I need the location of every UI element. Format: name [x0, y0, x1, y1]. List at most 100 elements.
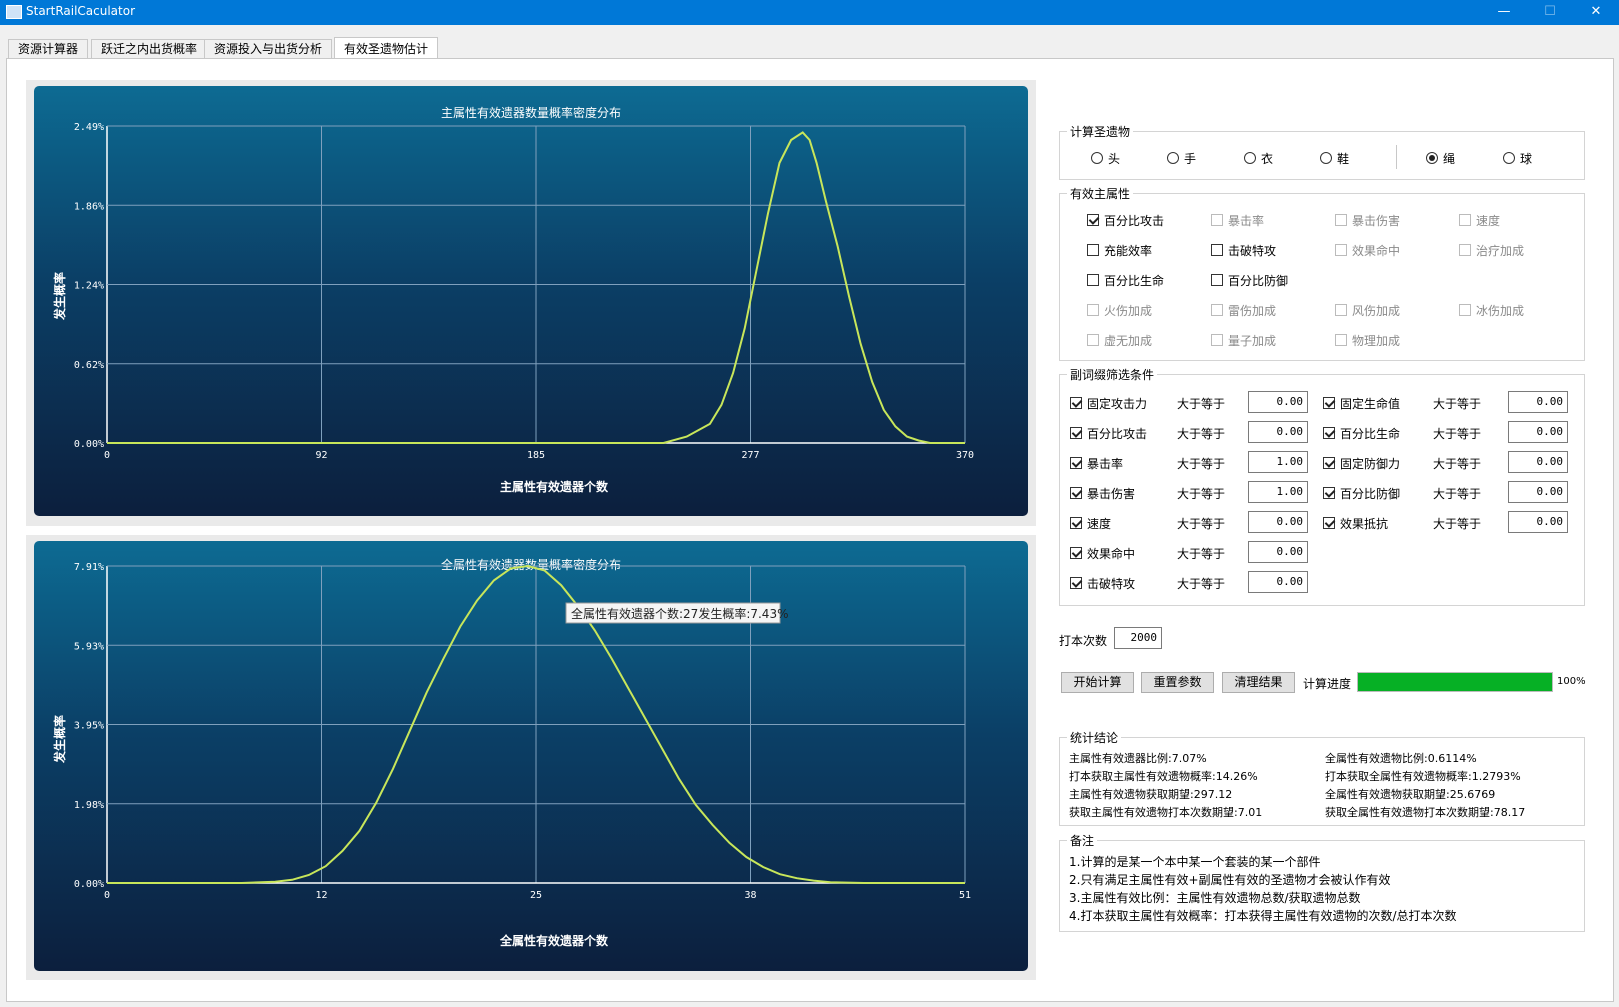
reset-button[interactable]: 重置参数 [1141, 672, 1214, 693]
sub-filter-label: 暴击伤害 [1087, 487, 1136, 501]
chart_top-x-tick: 370 [956, 450, 974, 461]
chart_bottom-x-tick: 12 [315, 890, 327, 901]
main-attr-checkbox[interactable] [1087, 274, 1099, 286]
clear-button[interactable]: 清理结果 [1222, 672, 1295, 693]
chart_top-y-tick: 0.00% [74, 439, 104, 450]
sub-filter-label: 暴击率 [1087, 457, 1124, 471]
relic-radio-label: 绳 [1443, 152, 1456, 166]
tab-relic-estimate[interactable]: 有效圣遗物估计 [334, 37, 439, 60]
relic-group-label: 计算圣遗物 [1067, 123, 1134, 140]
sub-filter-checkbox[interactable] [1323, 397, 1335, 409]
sub-filter-label: 击破特攻 [1087, 577, 1136, 591]
main-attr-label: 效果命中 [1352, 244, 1401, 258]
main-attr-checkbox [1211, 334, 1223, 346]
relic-radio-label: 手 [1184, 152, 1197, 166]
notes-group [1059, 840, 1585, 932]
chart_top-y-tick: 0.62% [74, 360, 104, 371]
main-attr-checkbox [1335, 304, 1347, 316]
sub-filter-checkbox[interactable] [1070, 397, 1082, 409]
start-button[interactable]: 开始计算 [1061, 672, 1134, 693]
stat-all-line: 全属性有效遗物比例:0.6114% [1325, 752, 1477, 765]
main-attr-checkbox[interactable] [1087, 244, 1099, 256]
relic-radio-0[interactable] [1091, 152, 1103, 164]
sub-filter-value-input[interactable]: 1.00 [1248, 451, 1308, 473]
main-attr-checkbox [1211, 214, 1223, 226]
note-line: 2.只有满足主属性有效+副属性有效的圣遗物才会被认作有效 [1069, 873, 1391, 887]
sub-filter-checkbox[interactable] [1323, 517, 1335, 529]
chart-top-title: 主属性有效遗器数量概率密度分布 [441, 105, 621, 120]
sub-filter-value-input[interactable]: 0.00 [1248, 541, 1308, 563]
relic-radio-5[interactable] [1503, 152, 1515, 164]
stat-main-line: 主属性有效遗物获取期望:297.12 [1069, 788, 1233, 801]
main-attr-label: 充能效率 [1104, 244, 1153, 258]
sub-filter-checkbox[interactable] [1070, 457, 1082, 469]
chart-bottom-ylabel: 发生概率 [52, 715, 67, 764]
main-attr-checkbox[interactable] [1211, 274, 1223, 286]
relic-radio-2[interactable] [1244, 152, 1256, 164]
stats-group-label: 统计结论 [1067, 729, 1122, 746]
chart_top-y-tick: 2.49% [74, 122, 104, 133]
main-attr-label: 雷伤加成 [1228, 304, 1277, 318]
sub-filter-value-input[interactable]: 0.00 [1248, 511, 1308, 533]
sub-filter-checkbox[interactable] [1323, 487, 1335, 499]
relic-radio-label: 球 [1520, 152, 1533, 166]
main-attr-label: 治疗加成 [1476, 244, 1525, 258]
sub-filter-checkbox[interactable] [1323, 427, 1335, 439]
runs-input[interactable]: 2000 [1114, 627, 1162, 649]
main-attr-checkbox [1335, 244, 1347, 256]
sub-filter-value-input[interactable]: 0.00 [1248, 391, 1308, 413]
sub-filter-op: 大于等于 [1177, 397, 1226, 411]
relic-radio-4[interactable] [1426, 152, 1438, 164]
main-attr-checkbox[interactable] [1087, 214, 1099, 226]
sub-filter-value-input[interactable]: 0.00 [1508, 421, 1568, 443]
sub-filter-op: 大于等于 [1177, 517, 1226, 531]
tab-resource-calculator[interactable]: 资源计算器 [8, 39, 89, 59]
runs-label: 打本次数 [1059, 634, 1108, 648]
sub-filter-value-input[interactable]: 0.00 [1248, 421, 1308, 443]
sub-filter-value-input[interactable]: 0.00 [1508, 391, 1568, 413]
sub-filter-checkbox[interactable] [1070, 487, 1082, 499]
main-attr-checkbox[interactable] [1211, 244, 1223, 256]
main-attr-label: 百分比生命 [1104, 274, 1165, 288]
chart-bottom-panel [34, 541, 1028, 971]
chart_top-x-tick: 0 [104, 450, 110, 461]
chart_bottom-y-tick: 0.00% [74, 879, 104, 890]
stat-main-line: 获取主属性有效遗物打本次数期望:7.01 [1069, 806, 1263, 819]
chart-bottom-series-line [107, 564, 965, 884]
sub-filter-value-input[interactable]: 1.00 [1248, 481, 1308, 503]
chart-top-series-line [107, 131, 965, 444]
main-attr-label: 量子加成 [1228, 334, 1277, 348]
sub-filter-op: 大于等于 [1177, 427, 1226, 441]
sub-filter-value-input[interactable]: 0.00 [1508, 451, 1568, 473]
tab-warp-probability[interactable]: 跃迁之内出货概率 [91, 39, 208, 59]
relic-radio-3[interactable] [1320, 152, 1332, 164]
sub-filter-checkbox[interactable] [1323, 457, 1335, 469]
main-attr-label: 暴击伤害 [1352, 214, 1401, 228]
main-attr-checkbox [1087, 334, 1099, 346]
close-button[interactable]: ✕ [1590, 4, 1602, 19]
note-line: 3.主属性有效比例：主属性有效遗物总数/获取遗物总数 [1069, 891, 1361, 905]
main-attr-label: 百分比攻击 [1104, 214, 1165, 228]
sub-filter-value-input[interactable]: 0.00 [1248, 571, 1308, 593]
chart_bottom-x-tick: 51 [959, 890, 971, 901]
sub-filter-checkbox[interactable] [1070, 577, 1082, 589]
chart_top-y-tick: 1.86% [74, 201, 104, 212]
chart_bottom-y-tick: 3.95% [74, 721, 104, 732]
sub-filter-op: 大于等于 [1433, 487, 1482, 501]
relic-radio-1[interactable] [1167, 152, 1179, 164]
main-attr-label: 击破特攻 [1228, 244, 1277, 258]
maximize-button[interactable]: ☐ [1544, 4, 1556, 19]
sub-filter-value-input[interactable]: 0.00 [1508, 481, 1568, 503]
chart-bottom-tooltip-text: 全属性有效遗器个数:27发生概率:7.43% [571, 606, 788, 621]
sub-filter-checkbox[interactable] [1070, 517, 1082, 529]
sub-filter-checkbox[interactable] [1070, 547, 1082, 559]
sub-filter-label: 百分比攻击 [1087, 427, 1148, 441]
minimize-button[interactable]: — [1497, 4, 1511, 19]
sub-filter-group-label: 副词缀筛选条件 [1067, 366, 1158, 383]
main-attr-label: 火伤加成 [1104, 304, 1153, 318]
tab-resource-analysis[interactable]: 资源投入与出货分析 [204, 39, 333, 59]
sub-filter-checkbox[interactable] [1070, 427, 1082, 439]
chart-bottom-title: 全属性有效遗器数量概率密度分布 [441, 557, 621, 572]
main-attr-group [1059, 193, 1585, 361]
sub-filter-value-input[interactable]: 0.00 [1508, 511, 1568, 533]
